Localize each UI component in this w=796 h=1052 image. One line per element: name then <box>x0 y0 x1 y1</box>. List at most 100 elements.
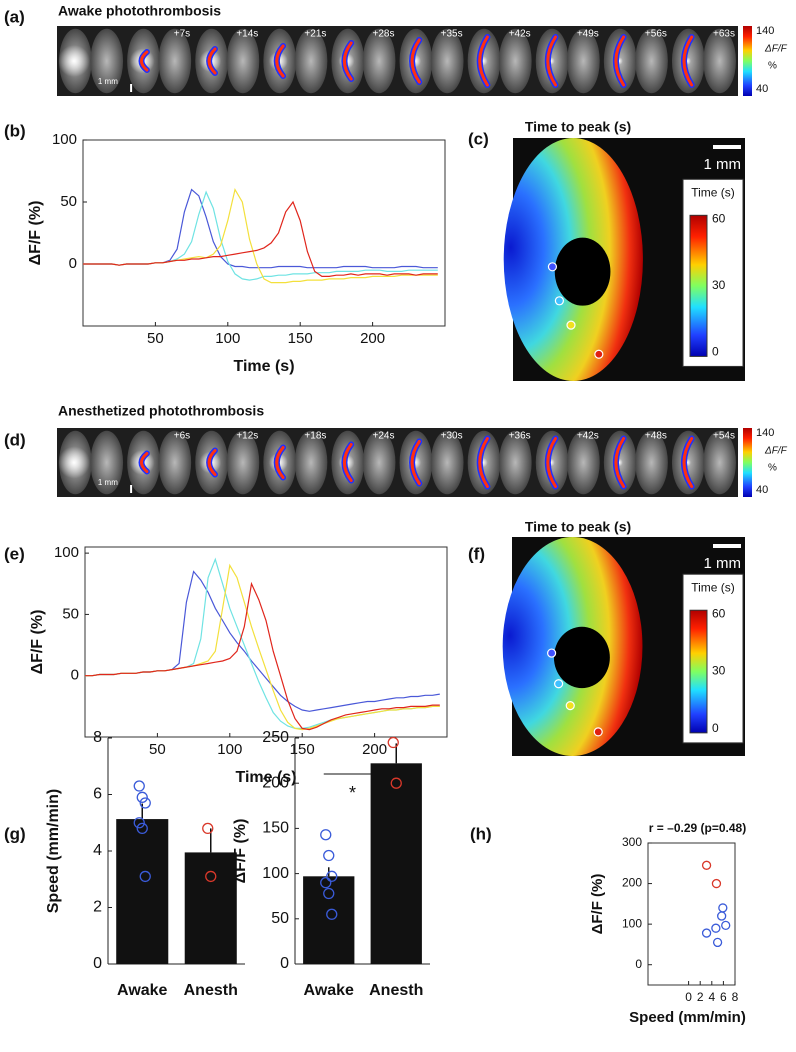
panel-label: (b) <box>4 121 26 140</box>
x-tick-label: Awake <box>304 982 355 999</box>
panel-label: (a) <box>4 7 25 26</box>
scale-bar-label: 1 mm <box>98 77 118 86</box>
data-point <box>139 870 151 883</box>
hemisphere <box>362 430 396 495</box>
time-label: +6s <box>174 431 190 442</box>
time-label: +56s <box>645 29 667 40</box>
wave-front <box>275 44 285 78</box>
hemisphere <box>226 430 260 495</box>
time-label: +63s <box>713 29 735 40</box>
y-tick-label: 100 <box>52 131 77 148</box>
trace <box>85 563 440 731</box>
data-point <box>387 736 399 749</box>
panel-label: (d) <box>4 430 26 449</box>
y-tick-label: 2 <box>93 899 102 916</box>
hemisphere <box>90 430 124 495</box>
y-tick-label: 0 <box>635 957 642 971</box>
colorbar-label: ΔF/F <box>764 446 788 457</box>
x-axis-label: Time (s) <box>235 769 296 786</box>
panel-label: (h) <box>470 824 492 843</box>
panel-label: (c) <box>468 129 489 148</box>
significance-marker: * <box>349 783 356 803</box>
x-tick-label: 2 <box>697 990 704 1004</box>
data-point <box>136 791 148 803</box>
y-tick-label: 0 <box>69 255 77 272</box>
plot-box <box>647 842 736 986</box>
y-tick-label: 50 <box>271 910 289 927</box>
data-point <box>718 903 728 913</box>
time-label: +28s <box>373 29 395 40</box>
data-point <box>136 822 148 835</box>
wave-front <box>207 449 217 476</box>
colorbar-min: 40 <box>756 83 768 95</box>
data-point <box>133 817 145 829</box>
y-axis-label: ΔF/F (%) <box>27 201 44 266</box>
y-tick-label: 100 <box>622 916 642 930</box>
seed-point <box>547 262 558 272</box>
y-tick-label: 100 <box>54 544 79 561</box>
time-label: +24s <box>373 431 395 442</box>
colorbar-tick: 30 <box>712 664 726 678</box>
y-tick-label: 150 <box>262 820 289 837</box>
time-label: +30s <box>441 431 463 442</box>
colorbar-tick: 60 <box>712 606 726 620</box>
data-point <box>205 870 217 883</box>
time-label: +18s <box>304 431 326 442</box>
y-tick-label: 4 <box>93 842 102 859</box>
wave-front <box>410 38 421 84</box>
wave-front <box>139 50 149 72</box>
y-axis-label: ΔF/F (%) <box>29 610 46 675</box>
time-label: +49s <box>577 29 599 40</box>
colorbar-max: 140 <box>756 25 774 37</box>
hemisphere <box>294 430 328 495</box>
hemisphere <box>430 28 464 94</box>
y-tick-label: 200 <box>262 774 289 791</box>
trace <box>83 188 438 269</box>
hemisphere <box>635 430 668 495</box>
map-core <box>553 626 610 689</box>
seed-point <box>593 727 603 737</box>
colorbar-label: ΔF/F <box>764 44 788 55</box>
seed-point <box>566 320 576 330</box>
colorbar-min: 40 <box>756 484 768 496</box>
wave-front <box>478 437 489 488</box>
time-label: +54s <box>713 431 735 442</box>
hemisphere <box>158 430 192 495</box>
x-tick-label: 100 <box>215 330 240 347</box>
colorbar <box>743 26 752 96</box>
map-core <box>554 237 611 306</box>
data-point <box>717 911 727 921</box>
wave-front <box>207 47 217 75</box>
trace <box>85 581 440 731</box>
scale-bar-label: 1 mm <box>704 555 742 572</box>
data-point <box>133 780 145 792</box>
wave-front <box>478 35 489 87</box>
plot-box <box>84 546 448 738</box>
data-point <box>202 822 214 835</box>
x-tick-label: 200 <box>360 330 385 347</box>
y-tick-label: 250 <box>262 729 289 746</box>
hemisphere <box>498 430 532 495</box>
hemisphere <box>90 28 124 94</box>
trace <box>83 190 438 281</box>
y-tick-label: 50 <box>60 193 77 210</box>
seed-point <box>594 349 604 359</box>
y-tick-label: 0 <box>280 955 289 972</box>
x-tick-label: Awake <box>117 982 168 999</box>
x-tick-label: Anesth <box>369 982 423 999</box>
trace <box>83 200 438 277</box>
bar <box>184 852 237 964</box>
data-point <box>323 849 335 862</box>
colorbar <box>743 428 752 497</box>
wave-front <box>682 35 694 87</box>
wave-front <box>614 35 626 87</box>
y-axis-label: Speed (mm/min) <box>45 789 62 913</box>
scale-bar-label: 1 mm <box>704 156 742 173</box>
data-point <box>320 876 332 889</box>
wave-front <box>410 440 421 485</box>
wave-front <box>546 437 557 488</box>
strip-title: Anesthetized photothrombosis <box>58 403 264 419</box>
data-point <box>320 829 332 841</box>
y-axis-label: ΔF/F (%) <box>589 874 606 935</box>
y-axis-label: ΔF/F (%) <box>232 819 249 884</box>
